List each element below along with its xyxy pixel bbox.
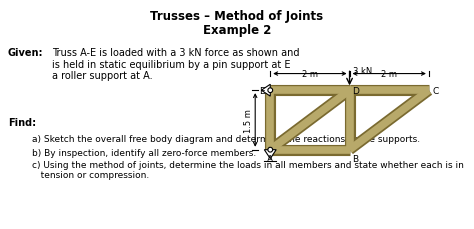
Text: 3 kN: 3 kN [353,67,372,76]
Text: B: B [353,154,358,163]
Text: c) Using the method of joints, determine the loads in all members and state whet: c) Using the method of joints, determine… [32,160,464,180]
Text: b) By inspection, identify all zero-force members.: b) By inspection, identify all zero-forc… [32,148,256,157]
Text: C: C [433,86,439,95]
Polygon shape [261,85,270,97]
Text: D: D [352,86,359,95]
Text: 2 m: 2 m [302,69,318,78]
Circle shape [268,148,273,152]
Text: E: E [260,86,265,95]
Text: Truss A-E is loaded with a 3 kN force as shown and
is held in static equilibrium: Truss A-E is loaded with a 3 kN force as… [52,48,300,81]
Text: a) Sketch the overall free body diagram and determine the reactions at the suppo: a) Sketch the overall free body diagram … [32,134,420,143]
Text: Given:: Given: [8,48,44,58]
Text: Trusses – Method of Joints: Trusses – Method of Joints [150,10,324,23]
Circle shape [268,88,273,93]
Text: Find:: Find: [8,117,36,128]
Text: Example 2: Example 2 [203,24,271,37]
Text: 2 m: 2 m [381,69,397,78]
Text: 1.5 m: 1.5 m [244,109,253,132]
Polygon shape [264,150,276,159]
Text: A: A [267,154,273,163]
